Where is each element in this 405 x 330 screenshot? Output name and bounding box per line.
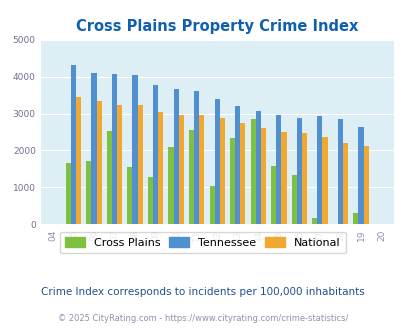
Bar bbox=[271, 166, 275, 224]
Bar bbox=[255, 111, 260, 224]
Bar bbox=[71, 65, 76, 224]
Bar bbox=[260, 128, 265, 224]
Bar bbox=[301, 133, 306, 224]
Bar bbox=[158, 112, 163, 224]
Bar bbox=[199, 115, 204, 224]
Bar bbox=[291, 175, 296, 224]
Bar bbox=[234, 107, 240, 224]
Bar bbox=[240, 123, 245, 224]
Bar bbox=[91, 73, 96, 224]
Bar bbox=[137, 105, 143, 224]
Bar bbox=[127, 168, 132, 224]
Bar bbox=[194, 91, 199, 224]
Bar bbox=[230, 138, 234, 224]
Bar bbox=[86, 161, 91, 224]
Text: © 2025 CityRating.com - https://www.cityrating.com/crime-statistics/: © 2025 CityRating.com - https://www.city… bbox=[58, 314, 347, 323]
Bar bbox=[311, 218, 317, 224]
Bar bbox=[153, 85, 158, 224]
Bar bbox=[117, 105, 122, 224]
Legend: Cross Plains, Tennessee, National: Cross Plains, Tennessee, National bbox=[60, 232, 345, 253]
Bar bbox=[296, 118, 301, 224]
Bar bbox=[178, 115, 183, 224]
Title: Cross Plains Property Crime Index: Cross Plains Property Crime Index bbox=[76, 19, 358, 34]
Bar bbox=[66, 163, 71, 224]
Bar bbox=[112, 74, 117, 224]
Bar bbox=[281, 132, 286, 224]
Bar bbox=[147, 177, 153, 224]
Bar bbox=[188, 130, 194, 224]
Bar bbox=[250, 119, 255, 224]
Bar bbox=[214, 99, 219, 224]
Bar bbox=[275, 115, 281, 224]
Bar bbox=[209, 185, 214, 224]
Bar bbox=[322, 137, 327, 224]
Bar bbox=[342, 144, 347, 224]
Bar bbox=[132, 75, 137, 224]
Bar bbox=[219, 117, 224, 224]
Bar bbox=[168, 147, 173, 224]
Bar bbox=[76, 96, 81, 224]
Bar bbox=[352, 213, 358, 224]
Bar bbox=[337, 119, 342, 224]
Bar bbox=[96, 101, 101, 224]
Bar bbox=[317, 116, 322, 224]
Text: Crime Index corresponds to incidents per 100,000 inhabitants: Crime Index corresponds to incidents per… bbox=[41, 287, 364, 297]
Bar bbox=[173, 89, 178, 224]
Bar bbox=[358, 127, 362, 224]
Bar bbox=[362, 146, 368, 224]
Bar bbox=[107, 131, 112, 224]
